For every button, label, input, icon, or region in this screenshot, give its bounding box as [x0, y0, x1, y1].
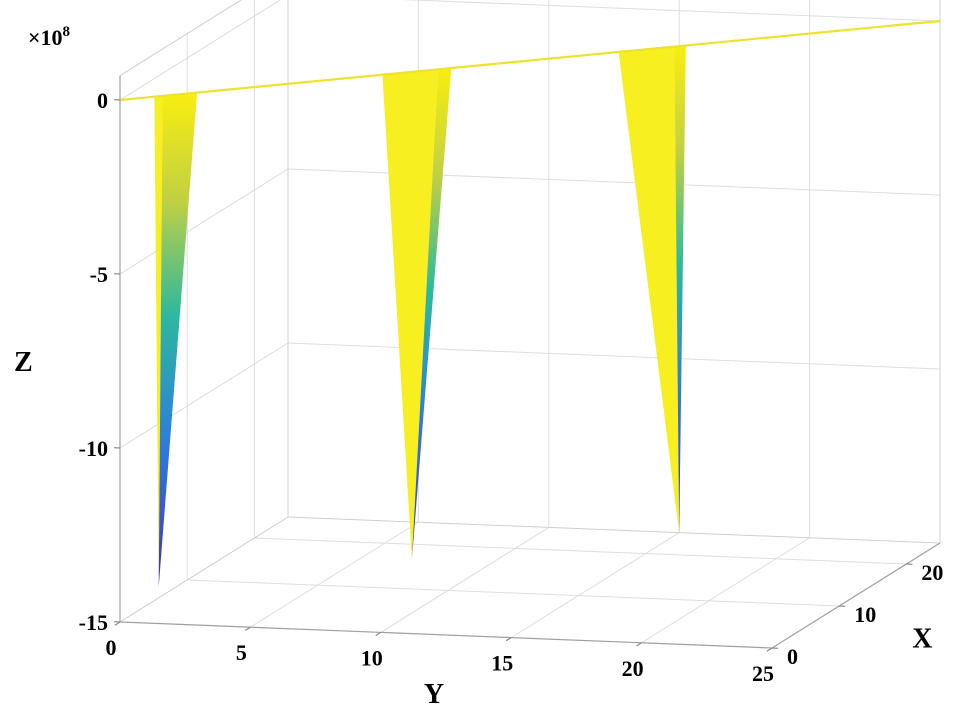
z-tick-label: -15: [79, 610, 108, 635]
x-tick-label: 20: [921, 560, 943, 585]
floor-left-edge: [119, 516, 289, 623]
x-axis-label: X: [912, 623, 932, 654]
floor-grid-y: [641, 537, 810, 644]
x-tick-label: 10: [854, 602, 876, 627]
floor-grid-y: [380, 526, 550, 633]
spike-face-gradient: [411, 68, 452, 560]
z-exponent-label: ×108: [28, 24, 70, 50]
z-axis-label: Z: [14, 347, 33, 378]
x-axis-line: [771, 542, 941, 649]
floor-grid-x: [254, 537, 907, 565]
floor-grid-y: [250, 521, 419, 628]
y-tick-label: 25: [752, 661, 774, 686]
x-tick-label: 0: [787, 644, 798, 669]
axes: [113, 75, 941, 652]
y-axis-line: [119, 621, 773, 649]
floor-back-edge: [287, 516, 941, 544]
y-tick-mark: [636, 642, 642, 647]
y-tick-label: 20: [622, 656, 644, 681]
surface-spikes: [119, 19, 941, 588]
y-tick-mark: [505, 637, 512, 642]
sidewall-grid-z: [119, 0, 281, 101]
z-tick-label: 0: [97, 88, 108, 113]
y-tick-mark: [766, 647, 773, 652]
box-top-side-edge: [119, 0, 242, 77]
floor-grid-y: [510, 532, 680, 639]
backwall-grid-z: [287, 342, 941, 370]
floor-grid-x: [187, 579, 840, 607]
backwall-grid-z: [400, 0, 941, 22]
z-tick-label: -10: [79, 436, 108, 461]
spike-face-yellow: [618, 46, 680, 534]
y-tick-mark: [375, 631, 382, 637]
y-tick-label: 15: [491, 651, 513, 676]
z-tick-label: -5: [90, 262, 108, 287]
y-axis-label: Y: [424, 679, 444, 710]
sidewall-grid-z: [119, 342, 289, 449]
spike-face-gradient: [674, 45, 686, 534]
spike-face-yellow: [154, 95, 163, 588]
spike-face-yellow: [382, 69, 439, 560]
spike-face-gradient: [158, 92, 198, 587]
y-tick-label: 5: [236, 640, 247, 665]
backwall-grid-z: [287, 168, 941, 196]
y-tick-label: 0: [106, 635, 117, 660]
axes-box-edges: [119, 0, 941, 623]
grid-panes: [119, 0, 941, 644]
y-tick-label: 10: [361, 645, 383, 670]
sidewall-grid-z: [119, 168, 289, 275]
y-tick-mark: [244, 626, 251, 631]
surface-ridge-line: [119, 19, 941, 102]
